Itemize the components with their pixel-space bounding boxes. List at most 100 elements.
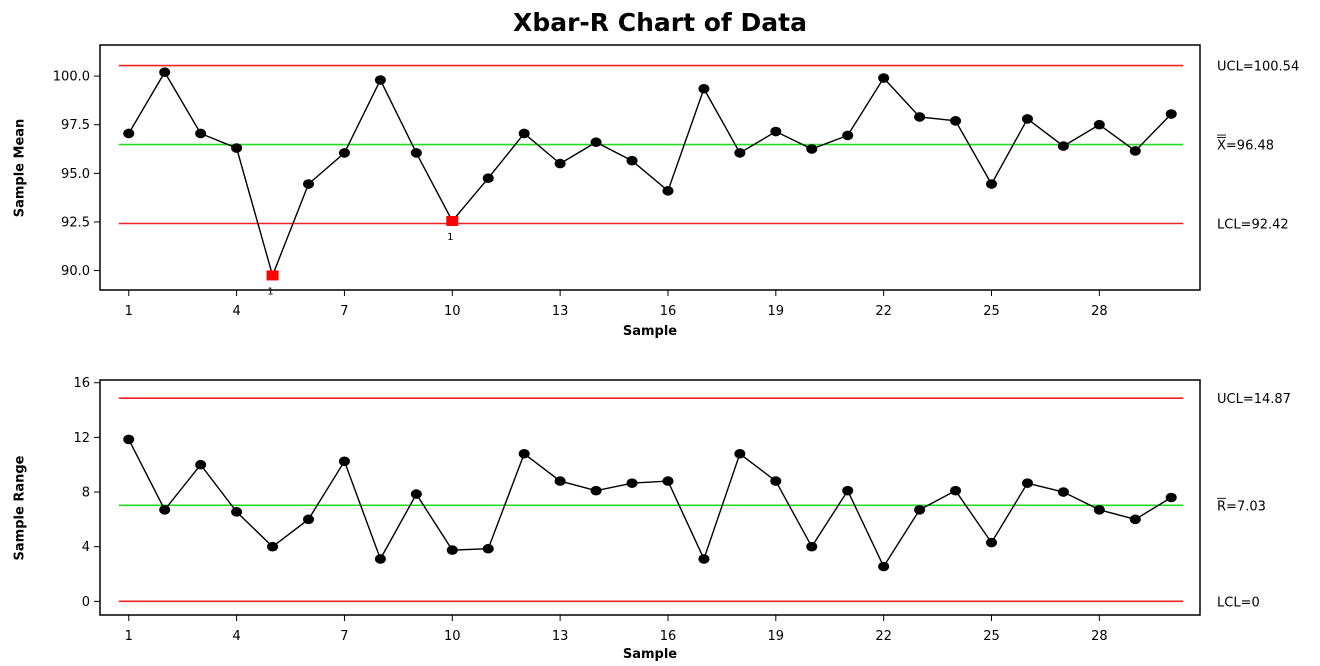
flag-label: 1 [447,232,453,243]
data-point [410,148,422,158]
x-tick-label: 10 [444,304,461,319]
x-tick-label: 19 [768,304,785,319]
data-point [195,128,207,139]
data-point [986,537,998,548]
range-panel: 0 4 8 12 16 1 4 7 10 13 16 19 22 25 28 Sample Sample Ran… [13,376,1291,662]
data-point [1021,114,1033,124]
y-tick-label: 8 [82,486,90,501]
flag-label: 1 [267,286,273,297]
data-point [770,476,782,486]
x-tick-label: 22 [875,629,892,644]
y-tick-label: 4 [82,540,90,555]
data-point [1021,478,1033,488]
ucl-label: UCL=100.54 [1217,60,1299,75]
x-tick-label: 7 [340,304,348,319]
data-point [1165,109,1177,119]
data-point [734,448,746,459]
x-tick-label: 4 [232,304,240,319]
data-point [1093,119,1105,130]
data-point [842,485,854,496]
x-tick-label: 28 [1091,304,1108,319]
ucl-label: UCL=14.87 [1217,392,1291,407]
data-point [1093,504,1105,515]
data-point [626,155,638,166]
data-point [590,485,602,496]
data-point [302,179,314,189]
x-tick-label: 7 [340,629,348,644]
center-symbol: X [1217,139,1226,154]
data-point [159,504,171,515]
data-point [1057,141,1069,151]
data-point [123,434,135,445]
y-tick-label: 16 [73,376,90,391]
x-tick-label: 1 [125,304,133,319]
data-point [374,75,386,85]
data-point [950,485,962,496]
flagged-point [266,270,279,281]
data-point [986,179,998,189]
data-point [446,545,458,555]
y-axis-title: Sample Range [13,455,28,560]
data-point [338,456,350,467]
plot-frame [99,44,1201,291]
x-tick-label: 16 [660,304,677,319]
data-point [698,554,710,564]
data-point [842,130,854,141]
data-point [302,514,314,525]
data-point [231,143,243,153]
y-axis-title: Sample Mean [13,119,28,218]
data-point [770,126,782,137]
data-point [590,137,602,148]
x-tick-label: 13 [552,629,569,644]
data-point [806,144,818,154]
data-point [554,476,566,486]
data-point [482,543,494,554]
center-label: X=96.48 [1217,139,1274,154]
data-point [410,489,422,499]
plot-frame [99,379,1201,616]
data-point [374,554,386,564]
data-point [734,148,746,158]
data-point [1165,492,1177,503]
y-tick-label: 97.5 [61,118,90,133]
y-tick-label: 0 [82,595,90,610]
flagged-point [446,215,459,226]
data-point [698,83,710,94]
x-axis-title: Sample [623,324,677,339]
center-symbol: R [1217,499,1226,514]
data-point [554,158,566,169]
x-tick-label: 25 [983,304,1000,319]
data-point [1129,514,1141,525]
data-point [914,504,926,515]
data-point [662,186,674,196]
x-tick-label: 1 [125,629,133,644]
data-point [518,448,530,459]
x-tick-label: 22 [875,304,892,319]
data-point [267,541,279,552]
x-tick-label: 16 [660,629,677,644]
series-line [128,70,1172,278]
y-tick-label: 95.0 [61,167,90,182]
center-value: =7.03 [1226,499,1266,514]
data-point [231,507,243,517]
xbar-panel: 90.0 92.5 95.0 97.5 100.0 1 4 7 10 13 16 19 22 25 28 Sa… [13,44,1299,339]
center-value: =96.48 [1226,139,1274,154]
data-point [1129,146,1141,156]
y-tick-label: 12 [73,431,90,446]
data-point [878,561,890,572]
x-tick-label: 10 [444,629,461,644]
data-point [878,73,890,83]
x-tick-label: 13 [552,304,569,319]
data-point [123,128,135,139]
data-point [662,476,674,486]
data-point [626,478,638,488]
x-tick-label: 4 [232,629,240,644]
x-axis-title: Sample [623,647,677,662]
y-tick-label: 90.0 [61,264,90,279]
data-point [482,173,494,183]
data-point [914,112,926,122]
data-point [159,67,171,78]
series-line [128,439,1172,568]
